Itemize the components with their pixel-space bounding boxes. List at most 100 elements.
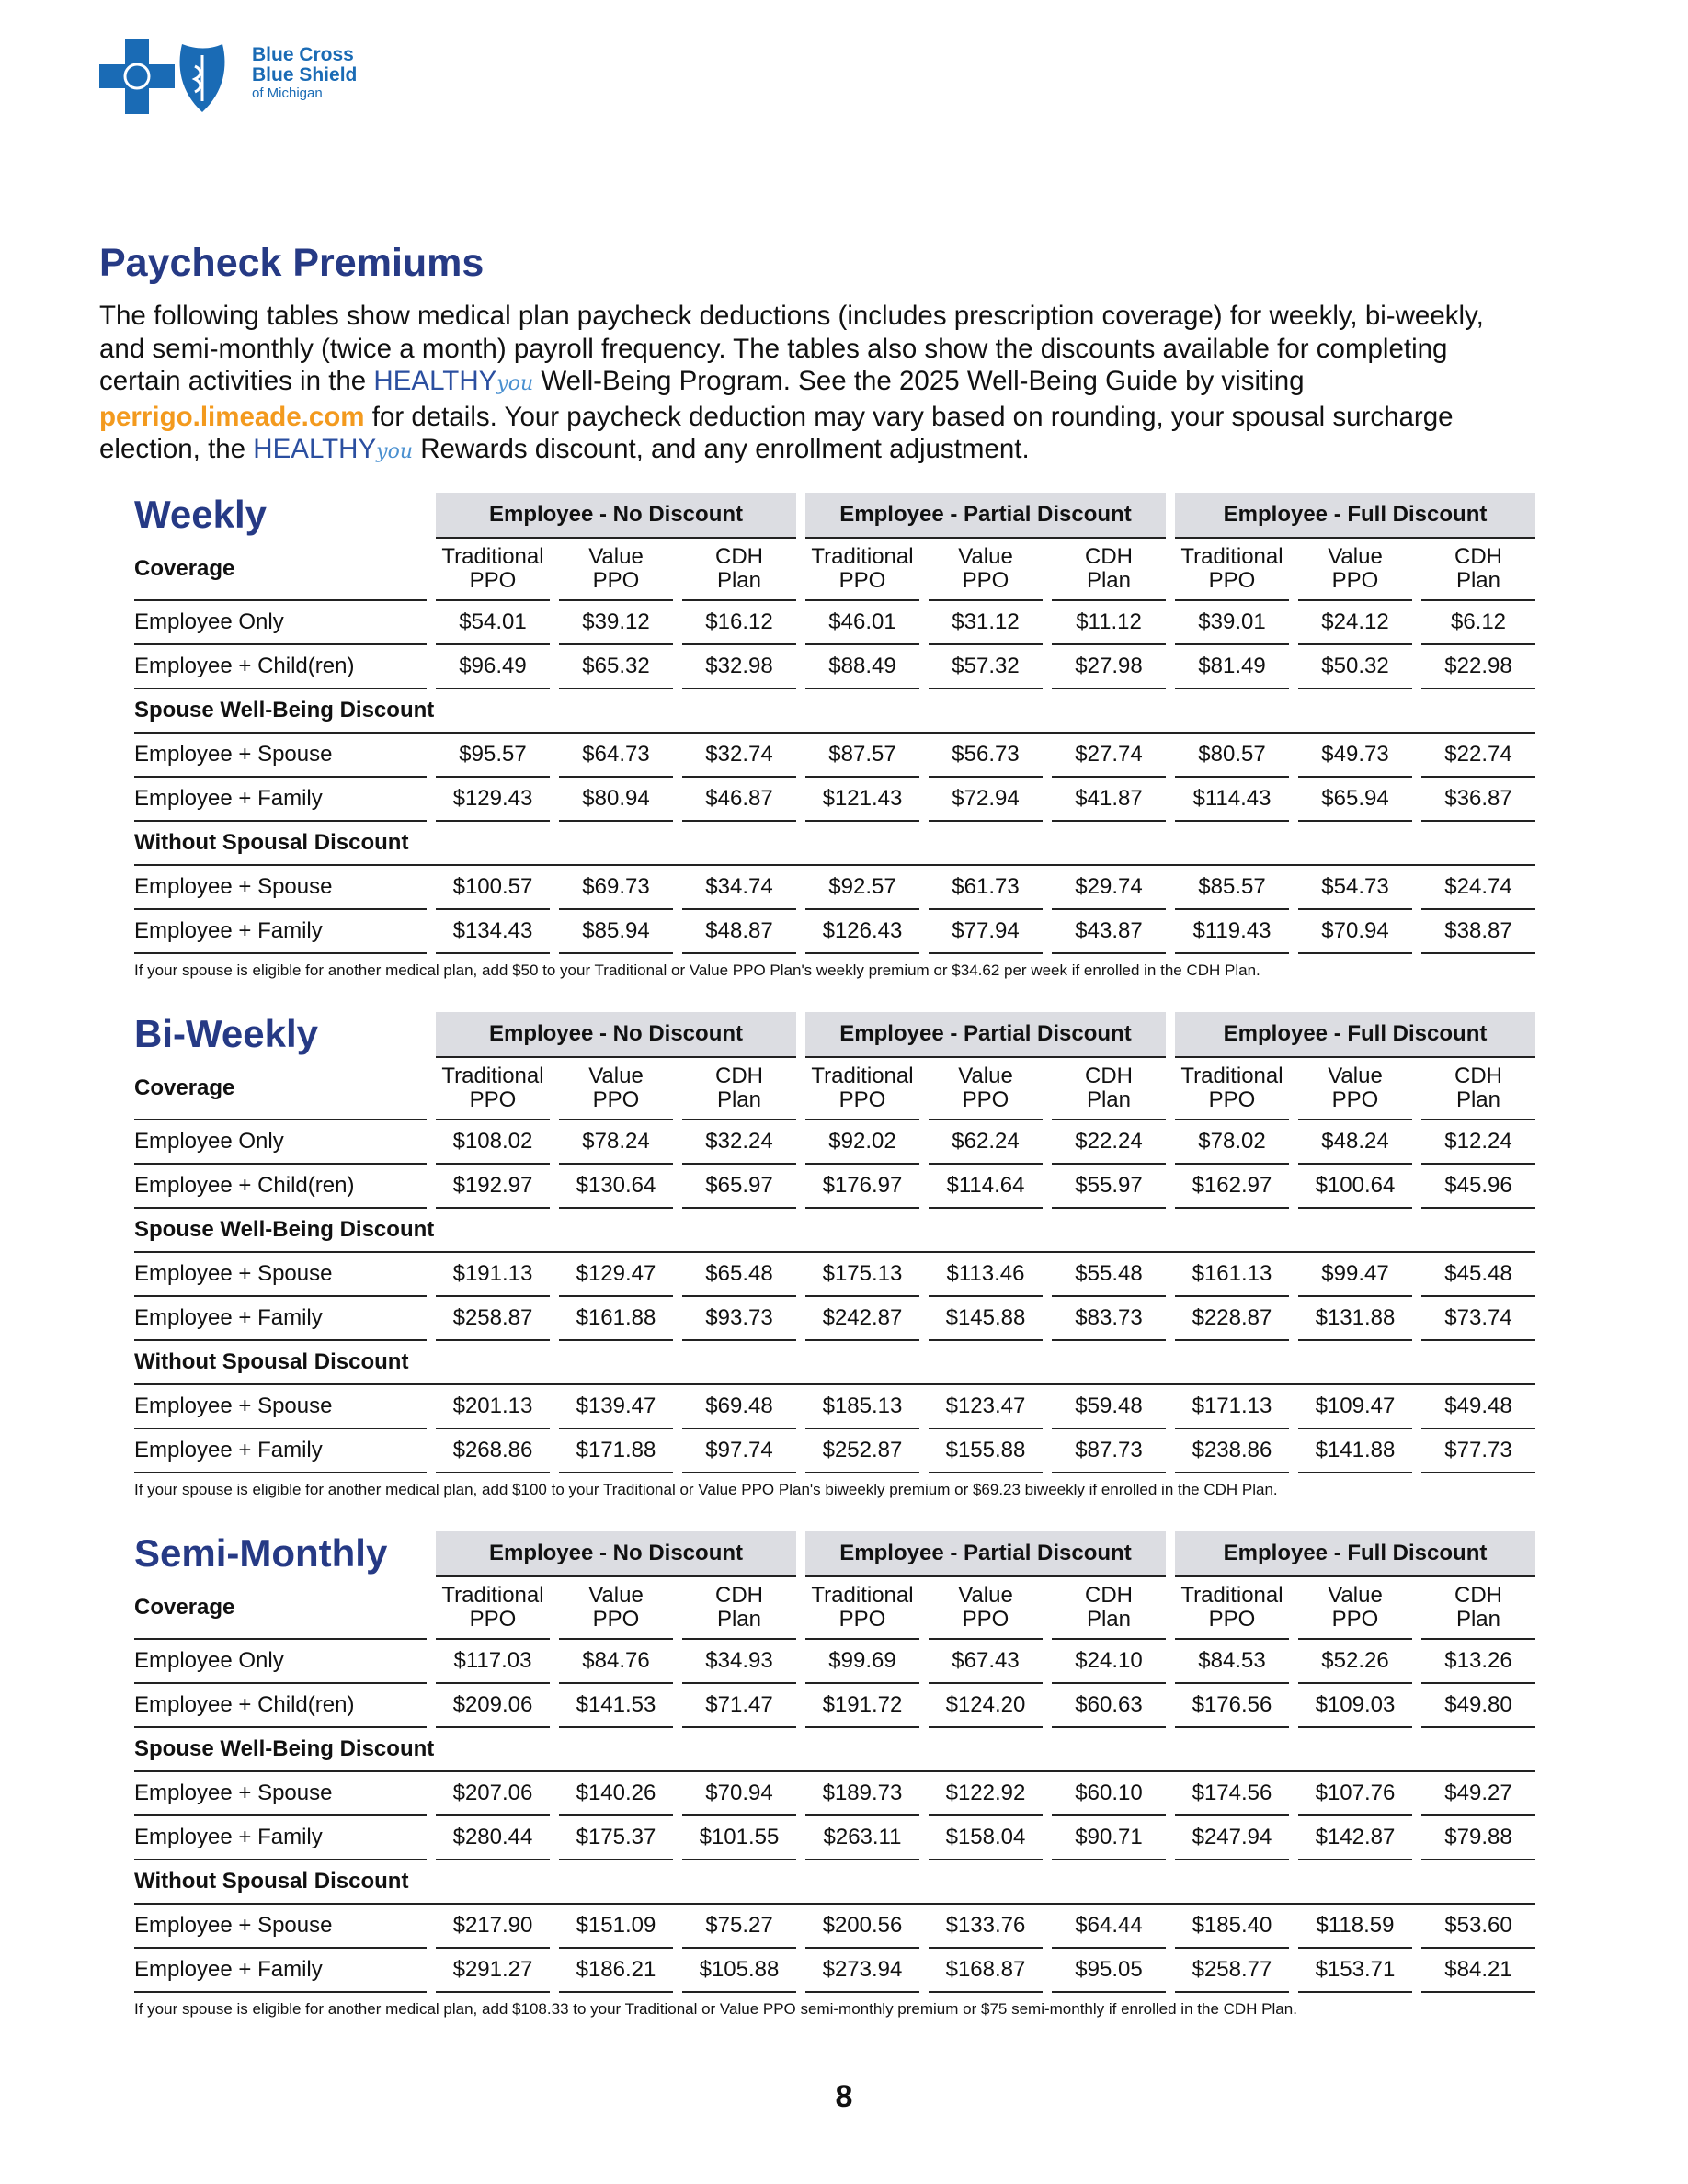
section-row: Spouse Well-Being Discount bbox=[134, 1209, 1535, 1253]
column-header-line: Value bbox=[1328, 1064, 1383, 1088]
premium-cell: $83.73 bbox=[1052, 1297, 1166, 1341]
intro-text: The following tables show medical plan p… bbox=[99, 301, 1484, 396]
premium-cell: $162.97 bbox=[1175, 1165, 1289, 1209]
premium-cell: $117.03 bbox=[436, 1640, 550, 1684]
data-row: Employee + Family $134.43 $85.94 $48.87 $126… bbox=[134, 910, 1535, 954]
premium-cell: $22.98 bbox=[1421, 645, 1535, 689]
premium-cell: $78.02 bbox=[1175, 1120, 1289, 1165]
premium-cell: $80.94 bbox=[559, 778, 673, 822]
intro-text: Rewards discount, and any enrollment adj… bbox=[413, 434, 1030, 464]
premium-cell: $118.59 bbox=[1298, 1905, 1412, 1949]
column-header-line: PPO bbox=[592, 1087, 640, 1112]
premium-cell: $191.13 bbox=[436, 1253, 550, 1297]
premium-cell: $175.37 bbox=[559, 1816, 673, 1860]
section-heading: Spouse Well-Being Discount bbox=[134, 1728, 1535, 1772]
row-label: Employee + Family bbox=[134, 1949, 427, 1993]
premium-cell: $77.73 bbox=[1421, 1429, 1535, 1473]
column-header: Traditional PPO bbox=[436, 1577, 550, 1640]
premium-cell: $93.73 bbox=[682, 1297, 796, 1341]
premium-cell: $151.09 bbox=[559, 1905, 673, 1949]
premium-cell: $65.94 bbox=[1298, 778, 1412, 822]
premium-cell: $88.49 bbox=[805, 645, 919, 689]
column-header-line: Value bbox=[588, 1064, 644, 1088]
intro-text: for details. Your paycheck deduction may… bbox=[99, 401, 1454, 465]
premium-cell: $70.94 bbox=[1298, 910, 1412, 954]
column-header-line: PPO bbox=[1331, 568, 1379, 593]
column-header: CDH Plan bbox=[1052, 539, 1166, 601]
premium-cell: $101.55 bbox=[682, 1816, 796, 1860]
premium-cell: $65.48 bbox=[682, 1253, 796, 1297]
premium-cell: $81.49 bbox=[1175, 645, 1289, 689]
cross-emblem bbox=[123, 63, 151, 90]
column-header: Traditional PPO bbox=[436, 539, 550, 601]
premium-cell: $49.80 bbox=[1421, 1684, 1535, 1728]
premium-cell: $13.26 bbox=[1421, 1640, 1535, 1684]
column-header-line: Traditional bbox=[441, 1583, 544, 1608]
premium-cell: $291.27 bbox=[436, 1949, 550, 1993]
premium-cell: $175.13 bbox=[805, 1253, 919, 1297]
brand-suffix: you bbox=[376, 440, 413, 463]
premium-cell: $207.06 bbox=[436, 1772, 550, 1816]
premium-cell: $65.97 bbox=[682, 1165, 796, 1209]
logo-text: Blue Shield bbox=[252, 64, 357, 85]
premium-cell: $39.01 bbox=[1175, 601, 1289, 645]
premium-cell: $39.12 bbox=[559, 601, 673, 645]
column-header-line: CDH bbox=[1085, 1064, 1133, 1088]
link[interactable]: perrigo.limeade.com bbox=[99, 401, 365, 432]
group-row: Semi-Monthly Employee - No Discount Employ… bbox=[134, 1531, 1535, 1577]
section-heading: Spouse Well-Being Discount bbox=[134, 1209, 1535, 1253]
premium-cell: $97.74 bbox=[682, 1429, 796, 1473]
column-header-line: Plan bbox=[716, 568, 762, 593]
data-row: Employee + Spouse $100.57 $69.73 $34.74 $92.… bbox=[134, 866, 1535, 910]
premium-cell: $24.74 bbox=[1421, 866, 1535, 910]
premium-cell: $217.90 bbox=[436, 1905, 550, 1949]
column-header-line: CDH bbox=[715, 544, 763, 569]
column-header: Traditional PPO bbox=[805, 539, 919, 601]
row-label: Employee + Family bbox=[134, 1297, 427, 1341]
column-header-line: PPO bbox=[838, 1087, 886, 1112]
premium-cell: $200.56 bbox=[805, 1905, 919, 1949]
premium-cell: $45.48 bbox=[1421, 1253, 1535, 1297]
column-header-line: Value bbox=[588, 544, 644, 569]
premium-cell: $48.24 bbox=[1298, 1120, 1412, 1165]
column-header-line: Traditional bbox=[1180, 544, 1283, 569]
premium-cell: $71.47 bbox=[682, 1684, 796, 1728]
premium-cell: $6.12 bbox=[1421, 601, 1535, 645]
row-label: Employee Only bbox=[134, 1640, 427, 1684]
premium-cell: $153.71 bbox=[1298, 1949, 1412, 1993]
premium-cell: $31.12 bbox=[929, 601, 1043, 645]
column-header-line: CDH bbox=[715, 1064, 763, 1088]
premium-cell: $145.88 bbox=[929, 1297, 1043, 1341]
column-header-line: PPO bbox=[1331, 1087, 1379, 1112]
premium-cell: $64.73 bbox=[559, 734, 673, 778]
cross-icon bbox=[99, 39, 175, 114]
premium-cell: $54.01 bbox=[436, 601, 550, 645]
premium-cell: $139.47 bbox=[559, 1385, 673, 1429]
column-header-line: Plan bbox=[716, 1087, 762, 1112]
row-label: Employee + Child(ren) bbox=[134, 645, 427, 689]
premium-cell: $84.53 bbox=[1175, 1640, 1289, 1684]
premium-cell: $77.94 bbox=[929, 910, 1043, 954]
row-label: Employee + Child(ren) bbox=[134, 1165, 427, 1209]
row-label: Employee + Child(ren) bbox=[134, 1684, 427, 1728]
row-label: Employee Only bbox=[134, 601, 427, 645]
row-label: Employee + Family bbox=[134, 778, 427, 822]
premium-cell: $121.43 bbox=[805, 778, 919, 822]
premium-cell: $141.88 bbox=[1298, 1429, 1412, 1473]
premium-cell: $87.57 bbox=[805, 734, 919, 778]
premium-cell: $22.24 bbox=[1052, 1120, 1166, 1165]
group-row: Bi-Weekly Employee - No Discount Employee … bbox=[134, 1012, 1535, 1058]
column-header-line: Traditional bbox=[441, 544, 544, 569]
column-row: Coverage Traditional PPO Value PPO CDH Plan Tra… bbox=[134, 539, 1535, 601]
premium-cell: $142.87 bbox=[1298, 1816, 1412, 1860]
column-header-line: Traditional bbox=[1180, 1583, 1283, 1608]
logo-text: Blue Cross bbox=[252, 44, 354, 65]
brand-suffix: you bbox=[496, 372, 534, 395]
column-header: Traditional PPO bbox=[1175, 1058, 1289, 1120]
logo-text: of Michigan bbox=[252, 85, 323, 101]
premium-cell: $45.96 bbox=[1421, 1165, 1535, 1209]
group-header: Employee - No Discount bbox=[436, 1531, 796, 1577]
section-row: Spouse Well-Being Discount bbox=[134, 689, 1535, 734]
column-header-line: Plan bbox=[1455, 1087, 1501, 1112]
premium-cell: $185.40 bbox=[1175, 1905, 1289, 1949]
